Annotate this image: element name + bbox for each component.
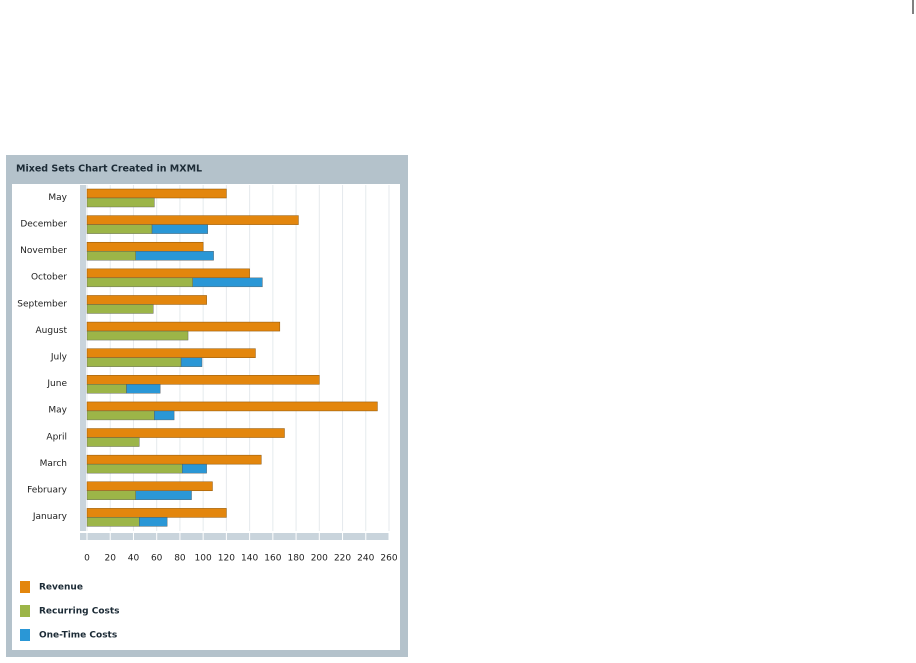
bar [86, 321, 281, 332]
legend-swatch [20, 581, 30, 593]
bar [86, 277, 193, 288]
x-tick-label: 80 [174, 554, 186, 564]
bar [86, 295, 207, 305]
bar [86, 241, 204, 252]
legend-label: One-Time Costs [39, 631, 117, 641]
y-tick-label: April [46, 432, 67, 442]
chart-title: Mixed Sets Chart Created in MXML [16, 164, 202, 175]
bar [182, 463, 207, 474]
x-tick-label: 0 [84, 554, 90, 564]
x-tick-label: 40 [128, 554, 140, 564]
y-tick-label: November [20, 246, 67, 256]
bar [86, 268, 250, 279]
y-tick-label: March [40, 459, 67, 469]
legend-label: Recurring Costs [39, 607, 120, 617]
y-tick-label: August [36, 326, 68, 336]
x-tick-label: 200 [311, 554, 328, 564]
x-tick-label: 260 [380, 554, 397, 564]
panel-body [12, 184, 400, 650]
y-tick-label: June [46, 379, 67, 389]
bar [86, 463, 183, 474]
bar [86, 224, 153, 234]
bar [180, 357, 203, 367]
x-tick-label: 180 [287, 554, 304, 564]
bar [86, 508, 227, 518]
y-axis-band [80, 185, 86, 531]
bar [86, 251, 136, 261]
bar [86, 410, 155, 421]
x-axis-band [80, 533, 389, 540]
bar [86, 481, 213, 492]
y-tick-label: September [17, 299, 67, 309]
legend-swatch [20, 629, 30, 641]
x-tick-label: 160 [264, 554, 281, 564]
bar [126, 384, 161, 394]
x-tick-label: 140 [241, 554, 258, 564]
bar [86, 437, 140, 447]
bar [86, 375, 320, 385]
x-tick-label: 220 [334, 554, 351, 564]
bar [135, 251, 214, 261]
bar [86, 401, 378, 412]
legend-label: Revenue [39, 583, 83, 593]
y-tick-label: January [32, 512, 68, 522]
bar [154, 410, 175, 421]
bar [86, 517, 140, 527]
bar [86, 454, 262, 465]
y-tick-label: May [48, 193, 67, 203]
bar [86, 348, 256, 358]
bar [86, 490, 136, 500]
bar [86, 330, 189, 341]
x-tick-label: 100 [195, 554, 212, 564]
bar [86, 188, 227, 199]
y-tick-label: May [48, 406, 67, 416]
bar [86, 428, 285, 438]
bar [135, 490, 192, 500]
x-tick-label: 60 [151, 554, 163, 564]
x-tick-label: 120 [218, 554, 235, 564]
y-tick-label: October [31, 273, 67, 283]
x-tick-label: 20 [105, 554, 117, 564]
bar [151, 224, 209, 234]
y-tick-label: December [20, 219, 67, 229]
bar [139, 517, 168, 527]
y-tick-label: February [27, 486, 68, 496]
bar [86, 197, 155, 208]
bar [86, 304, 154, 314]
x-tick-label: 240 [357, 554, 374, 564]
bar [86, 384, 127, 394]
legend-swatch [20, 605, 30, 617]
bar [86, 357, 182, 367]
y-tick-label: July [50, 353, 68, 363]
bar [192, 277, 263, 288]
bar [86, 215, 299, 225]
